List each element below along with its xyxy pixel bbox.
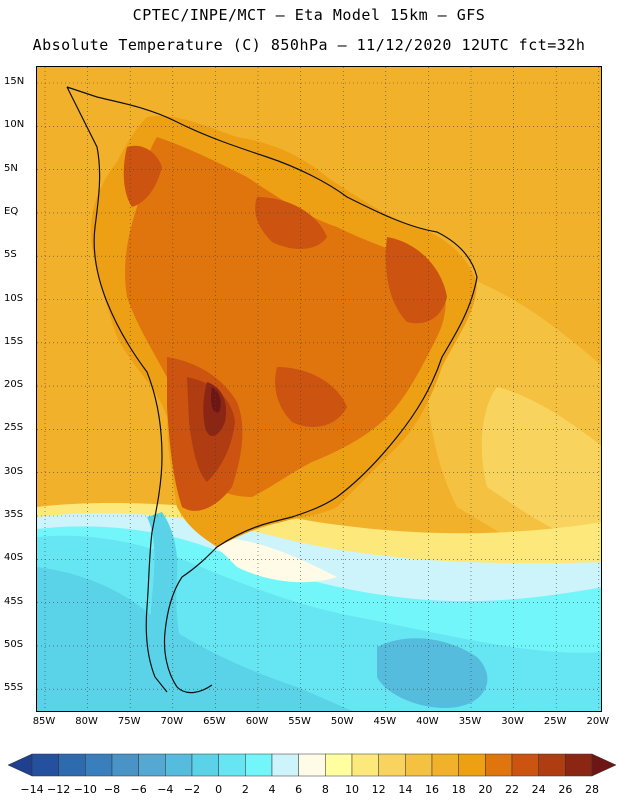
lon-label: 50W bbox=[330, 716, 354, 727]
colorbar-swatch bbox=[31, 753, 59, 777]
hot-spot-northeast-brazil bbox=[385, 237, 447, 324]
lon-label: 25W bbox=[543, 716, 567, 727]
lon-label: 85W bbox=[32, 716, 56, 727]
lon-label: 45W bbox=[373, 716, 397, 727]
colorbar-swatch bbox=[565, 753, 593, 777]
chart-title-line-2: Absolute Temperature (C) 850hPa – 11/12/… bbox=[32, 36, 586, 54]
colorbar-swatch bbox=[431, 753, 459, 777]
lat-label: 30S bbox=[4, 465, 24, 477]
hot-spot-sao-paulo bbox=[275, 367, 347, 427]
colorbar-label: 24 bbox=[531, 783, 546, 796]
colorbar-swatch bbox=[271, 753, 299, 777]
colorbar-swatch bbox=[511, 753, 539, 777]
colorbar-swatch bbox=[405, 753, 433, 777]
colorbar-label: 28 bbox=[585, 783, 599, 796]
lat-label: 40S bbox=[4, 552, 24, 564]
lon-label: 80W bbox=[75, 716, 98, 727]
colorbar-swatch bbox=[458, 753, 486, 777]
andes-cold-zone bbox=[147, 512, 187, 697]
colorbar-swatch bbox=[7, 753, 33, 777]
lat-label: 5N bbox=[4, 162, 18, 174]
lat-label: EQ bbox=[4, 205, 19, 217]
lon-label: 60W bbox=[245, 716, 269, 727]
colorbar-label: −6 bbox=[130, 783, 147, 796]
cold-zone-minus2-0 bbox=[37, 567, 353, 711]
coastline bbox=[66, 86, 478, 694]
colorbar-swatch bbox=[591, 753, 617, 777]
colorbar-swatch bbox=[85, 753, 113, 777]
colorbar-swatch bbox=[111, 753, 139, 777]
colorbar-label: −8 bbox=[103, 783, 121, 796]
colorbar-label: 26 bbox=[558, 783, 573, 796]
lat-label: 45S bbox=[4, 595, 24, 607]
lat-label: 15N bbox=[4, 76, 25, 87]
colorbar-label: 6 bbox=[295, 783, 303, 796]
colorbar-label: 8 bbox=[321, 783, 329, 796]
colorbar-swatch bbox=[485, 753, 513, 777]
colorbar-label: 2 bbox=[241, 783, 249, 796]
colorbar-swatch bbox=[245, 753, 273, 777]
colorbar-label: 10 bbox=[345, 783, 359, 796]
colorbar-label: 0 bbox=[215, 783, 223, 796]
colorbar-label: 4 bbox=[268, 783, 276, 796]
colorbar-swatch bbox=[165, 753, 193, 777]
colorbar-label: 20 bbox=[478, 783, 493, 796]
colorbar-label: 16 bbox=[425, 783, 439, 796]
colorbar-label: 18 bbox=[451, 783, 466, 796]
colorbar-label: 12 bbox=[371, 783, 386, 796]
lat-label: 20S bbox=[4, 379, 24, 391]
colorbar-swatch bbox=[351, 753, 379, 777]
lon-label: 35W bbox=[458, 716, 482, 727]
colorbar-swatch bbox=[218, 753, 246, 777]
extreme-core-28 bbox=[210, 387, 221, 413]
colorbar-swatch bbox=[138, 753, 166, 777]
colorbar-label: −2 bbox=[183, 783, 201, 796]
lon-label: 30W bbox=[501, 716, 524, 727]
colorbar-swatch bbox=[191, 753, 219, 777]
lat-label: 5S bbox=[4, 249, 17, 261]
lon-label: 55W bbox=[288, 716, 311, 727]
colorbar-label: −10 bbox=[73, 783, 97, 796]
colorbar-swatch bbox=[378, 753, 406, 777]
colorbar-swatch bbox=[58, 753, 86, 777]
colorbar bbox=[7, 753, 617, 777]
colorbar-swatch bbox=[538, 753, 566, 777]
colorbar-label: −14 bbox=[20, 783, 44, 796]
lon-label: 20W bbox=[586, 716, 610, 727]
lat-label: 10N bbox=[4, 119, 25, 131]
lon-label: 65W bbox=[203, 716, 226, 727]
lon-label: 40W bbox=[416, 716, 439, 727]
colorbar-label: 14 bbox=[398, 783, 413, 796]
transition-band bbox=[207, 537, 337, 583]
colorbar-label: 22 bbox=[505, 783, 519, 796]
lat-label: 15S bbox=[4, 335, 24, 347]
chart-title-line-1: CPTEC/INPE/MCT – Eta Model 15km – GFS bbox=[132, 6, 486, 24]
lat-label: 50S bbox=[4, 638, 24, 650]
lon-label: 70W bbox=[160, 716, 184, 727]
cold-cell-south-atlantic bbox=[377, 638, 488, 708]
lat-label: 55S bbox=[4, 682, 24, 694]
lat-label: 25S bbox=[4, 422, 24, 434]
lat-label: 10S bbox=[4, 292, 24, 304]
map-canvas bbox=[37, 67, 601, 711]
colorbar-label: −4 bbox=[157, 783, 174, 796]
colorbar-swatch bbox=[298, 753, 326, 777]
ocean-14-16 bbox=[481, 387, 601, 547]
lat-label: 35S bbox=[4, 509, 24, 520]
hot-spot-colombia bbox=[123, 145, 162, 207]
temperature-map bbox=[36, 66, 602, 712]
colorbar-label: −12 bbox=[47, 783, 71, 796]
lon-label: 75W bbox=[117, 716, 141, 727]
colorbar-swatch bbox=[325, 753, 353, 777]
hot-spot-amazon bbox=[255, 197, 327, 249]
